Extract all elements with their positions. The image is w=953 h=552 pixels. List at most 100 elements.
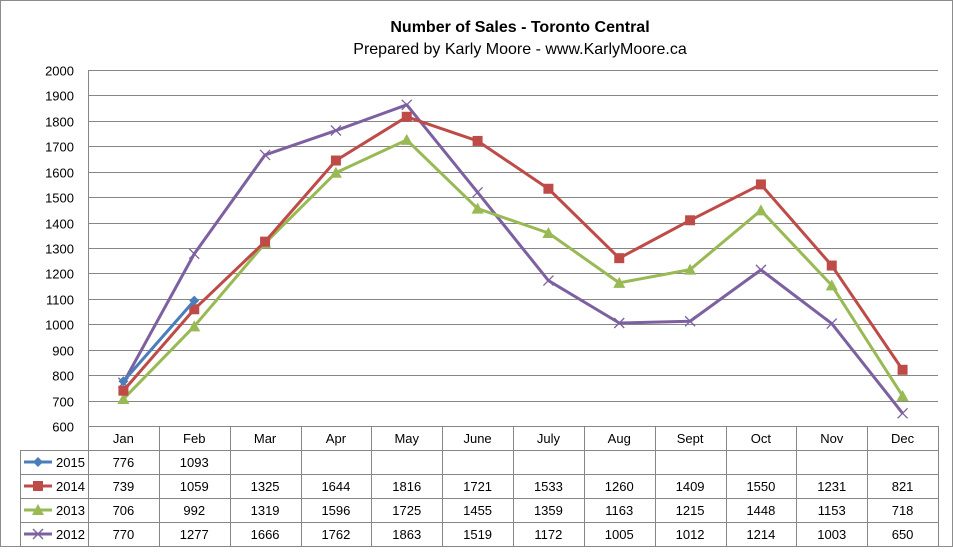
x-marker	[32, 528, 44, 540]
table-value: 1721	[463, 479, 492, 494]
square-marker	[401, 111, 412, 122]
table-value: 1163	[605, 503, 633, 518]
table-value: 1644	[321, 479, 350, 494]
table-value: 1448	[746, 503, 775, 518]
square-marker	[189, 304, 200, 315]
category-label: Nov	[820, 431, 844, 446]
table-value: 1409	[676, 479, 705, 494]
table-value: 1519	[463, 527, 492, 542]
x-marker	[826, 318, 838, 329]
square-marker	[685, 215, 696, 226]
triangle-marker	[329, 166, 342, 178]
square-marker	[826, 260, 837, 271]
series-2013	[117, 133, 909, 405]
table-value: 1762	[321, 527, 350, 542]
table-value: 1260	[605, 479, 634, 494]
diamond-marker	[33, 457, 43, 467]
table-value: 1012	[676, 527, 705, 542]
table-value: 1359	[534, 503, 563, 518]
y-tick-label: 600	[52, 420, 74, 435]
y-tick-label: 1800	[45, 115, 74, 130]
square-marker	[755, 179, 766, 190]
y-tick-label: 1200	[45, 267, 74, 282]
square-marker	[472, 135, 483, 146]
table-value: 1215	[676, 503, 705, 518]
category-label: Mar	[254, 431, 277, 446]
diamond-marker	[189, 295, 200, 306]
series-2012	[117, 99, 909, 419]
table-value: 1003	[817, 527, 846, 542]
series-line	[122, 138, 904, 401]
category-label: Feb	[183, 431, 205, 446]
triangle-marker	[754, 204, 767, 216]
legend-label: 2012	[56, 527, 85, 542]
category-label: Oct	[751, 431, 772, 446]
y-tick-label: 1300	[45, 242, 74, 257]
diamond-marker	[118, 376, 129, 387]
y-tick-label: 900	[52, 344, 74, 359]
y-tick-label: 1600	[45, 166, 74, 181]
y-tick-label: 1700	[45, 140, 74, 155]
triangle-marker	[896, 389, 909, 401]
table-value: 1153	[818, 503, 846, 518]
table-value: 776	[113, 455, 135, 470]
square-marker	[330, 155, 341, 166]
chart-subtitle: Prepared by Karly Moore - www.KarlyMoore…	[353, 41, 687, 58]
y-tick-label: 1900	[45, 89, 74, 104]
series-line	[122, 103, 904, 415]
triangle-marker	[684, 263, 697, 275]
square-marker	[260, 236, 271, 247]
x-marker	[897, 407, 909, 419]
y-tick-label: 2000	[45, 64, 74, 79]
triangle-marker	[117, 393, 130, 405]
legend-label: 2013	[56, 503, 85, 518]
chart-title: Number of Sales - Toronto Central	[390, 19, 649, 36]
table-value: 1325	[251, 479, 280, 494]
table-value: 821	[892, 479, 914, 494]
table-value: 992	[183, 503, 205, 518]
legend-label: 2015	[56, 455, 85, 470]
x-marker	[472, 186, 484, 198]
series-2015	[118, 295, 200, 387]
triangle-marker	[542, 226, 555, 238]
x-marker	[188, 248, 200, 260]
table-value: 1666	[251, 527, 280, 542]
y-tick-label: 700	[52, 395, 74, 410]
table-value: 1093	[180, 455, 209, 470]
series-2014	[118, 111, 908, 396]
y-tick-label: 1000	[45, 318, 74, 333]
x-marker	[330, 125, 342, 136]
table-value: 1816	[392, 479, 421, 494]
x-marker	[401, 99, 413, 111]
series-line	[122, 115, 904, 392]
triangle-marker	[188, 320, 201, 332]
category-label: May	[394, 431, 419, 446]
table-value: 1533	[534, 479, 563, 494]
y-tick-label: 1100	[46, 293, 74, 308]
category-label: Aug	[608, 431, 631, 446]
table-value: 1550	[746, 479, 775, 494]
square-marker	[614, 253, 625, 264]
y-axis-ticks: 600 700 800 900 1000 1100 1200 1300 1400 1500 1600…	[45, 64, 74, 435]
square-marker	[118, 385, 129, 396]
category-label: Dec	[891, 431, 915, 446]
table-value: 1005	[605, 527, 634, 542]
category-label: Jan	[113, 431, 134, 446]
table-value: 718	[892, 503, 914, 518]
triangle-marker	[32, 504, 44, 515]
square-marker	[897, 364, 908, 375]
category-label: July	[537, 431, 561, 446]
table-value: 1455	[463, 503, 492, 518]
table-value: 1172	[534, 527, 562, 542]
table-value: 650	[892, 527, 914, 542]
triangle-marker	[400, 133, 413, 145]
category-label: June	[463, 431, 491, 446]
category-label: Sept	[677, 431, 704, 446]
x-marker	[542, 275, 554, 287]
table-value: 1059	[180, 479, 209, 494]
y-tick-label: 1400	[45, 217, 74, 232]
table-value: 1863	[392, 527, 421, 542]
x-marker	[755, 264, 767, 276]
table-value: 1277	[180, 527, 209, 542]
